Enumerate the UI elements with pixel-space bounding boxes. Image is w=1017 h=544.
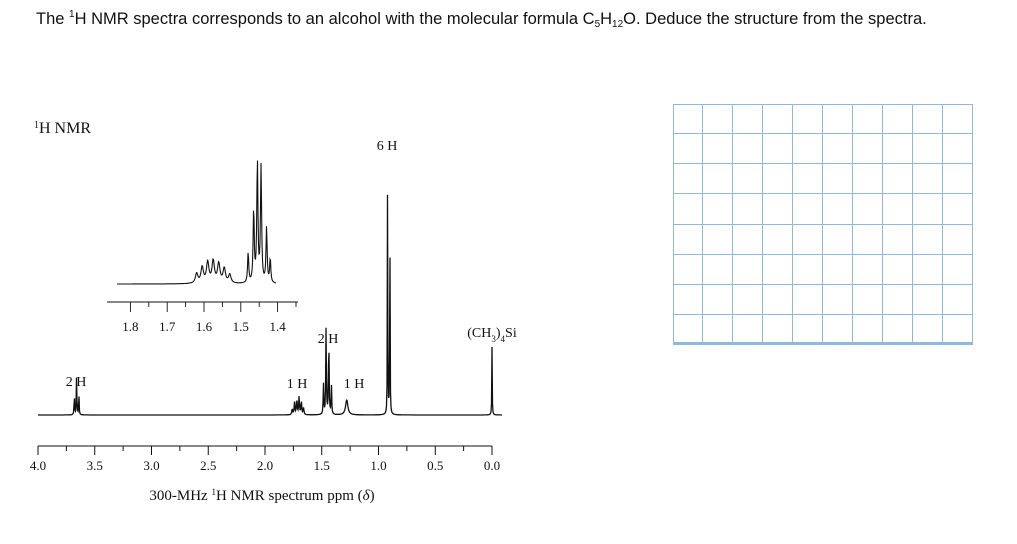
- grid-cell: [763, 254, 793, 285]
- grid-cell: [913, 224, 943, 255]
- inset-tick-label: 1.4: [269, 319, 286, 334]
- grid-cell: [913, 254, 943, 285]
- inset-tick-label: 1.7: [159, 319, 176, 334]
- chart-title: 1H NMR: [34, 120, 91, 138]
- grid-cell: [853, 164, 883, 195]
- grid-cell: [823, 224, 853, 255]
- grid-cell: [823, 164, 853, 195]
- grid-cell: [793, 104, 823, 135]
- peak-labels: 2 H 1 H 2 H 1 H 6 H (CH3)4Si: [66, 139, 517, 392]
- grid-cell: [823, 194, 853, 225]
- grid-cell: [673, 284, 703, 315]
- peak-label: 1 H: [344, 377, 365, 392]
- grid-cell: [883, 284, 913, 315]
- grid-cell: [853, 254, 883, 285]
- peak-label: 6 H: [377, 139, 398, 154]
- grid-cell: [823, 254, 853, 285]
- grid-cell: [703, 254, 733, 285]
- grid-cell: [913, 104, 943, 135]
- grid-cell: [703, 224, 733, 255]
- x-tick-label: 3.5: [87, 458, 103, 473]
- peak-label: 1 H: [287, 377, 308, 392]
- grid-cell: [913, 284, 943, 315]
- answer-grid: [673, 104, 973, 345]
- grid-cell: [703, 104, 733, 135]
- x-tick-label: 2.0: [257, 458, 273, 473]
- grid-cell: [883, 104, 913, 135]
- inset-tick-label: 1.8: [122, 319, 138, 334]
- spectrum-trace: [38, 194, 502, 416]
- inset-tick-label: 1.5: [233, 319, 249, 334]
- grid-cell: [793, 164, 823, 195]
- grid-cell: [913, 134, 943, 165]
- grid-cell: [733, 254, 763, 285]
- grid-cell: [673, 164, 703, 195]
- grid-cell: [853, 194, 883, 225]
- peak-label: (CH3)4Si: [467, 326, 517, 344]
- question-text: The 1H NMR spectra corresponds to an alc…: [36, 9, 927, 30]
- grid-cell: [763, 284, 793, 315]
- answer-grid-frame: [673, 104, 973, 345]
- grid-cell: [853, 104, 883, 135]
- grid-cell: [883, 224, 913, 255]
- grid-cell: [853, 134, 883, 165]
- grid-cell: [733, 284, 763, 315]
- inset-tick-label: 1.6: [196, 319, 213, 334]
- grid-cell: [763, 104, 793, 135]
- grid-cell: [793, 224, 823, 255]
- grid-cell: [673, 224, 703, 255]
- grid-cell: [853, 284, 883, 315]
- grid-cell: [793, 254, 823, 285]
- inset-expansion: 1.8 1.7 1.6 1.5 1.4: [107, 160, 298, 334]
- x-tick-label: 0.0: [484, 458, 500, 473]
- grid-cell: [673, 134, 703, 165]
- grid-cell: [733, 104, 763, 135]
- grid-cell: [673, 254, 703, 285]
- x-tick-label: 1.5: [314, 458, 330, 473]
- x-tick-label: 2.5: [200, 458, 216, 473]
- grid-cell: [823, 104, 853, 135]
- grid-cell: [733, 134, 763, 165]
- grid-cell: [763, 194, 793, 225]
- grid-cell: [673, 194, 703, 225]
- grid-cell: [823, 134, 853, 165]
- grid-cell: [763, 224, 793, 255]
- grid-cell: [853, 224, 883, 255]
- grid-cell: [913, 194, 943, 225]
- grid-cell: [763, 164, 793, 195]
- grid-cell: [883, 164, 913, 195]
- grid-cell: [733, 164, 763, 195]
- x-tick-label: 0.5: [427, 458, 443, 473]
- grid-cell: [703, 284, 733, 315]
- grid-cell: [883, 134, 913, 165]
- grid-cell: [883, 254, 913, 285]
- x-tick-label: 1.0: [370, 458, 386, 473]
- grid-cell: [883, 194, 913, 225]
- x-axis: 4.0 3.5 3.0 2.5 2.0 1.5 1.0 0.5 0.0: [30, 445, 500, 473]
- grid-cell: [703, 134, 733, 165]
- grid-cell: [703, 194, 733, 225]
- grid-cell: [703, 164, 733, 195]
- grid-cell: [823, 284, 853, 315]
- grid-cell: [763, 134, 793, 165]
- grid-cell: [913, 164, 943, 195]
- grid-cell: [793, 284, 823, 315]
- grid-cell: [673, 104, 703, 135]
- grid-cell: [793, 134, 823, 165]
- peak-label: 2 H: [318, 332, 339, 347]
- grid-cell: [733, 224, 763, 255]
- x-tick-label: 4.0: [30, 458, 46, 473]
- inset-trace: [117, 160, 277, 285]
- x-axis-label: 300-MHz 1H NMR spectrum ppm (δ): [149, 487, 374, 504]
- x-tick-label: 3.0: [143, 458, 159, 473]
- peak-label: 2 H: [66, 375, 87, 390]
- grid-cell: [733, 194, 763, 225]
- grid-cell: [793, 194, 823, 225]
